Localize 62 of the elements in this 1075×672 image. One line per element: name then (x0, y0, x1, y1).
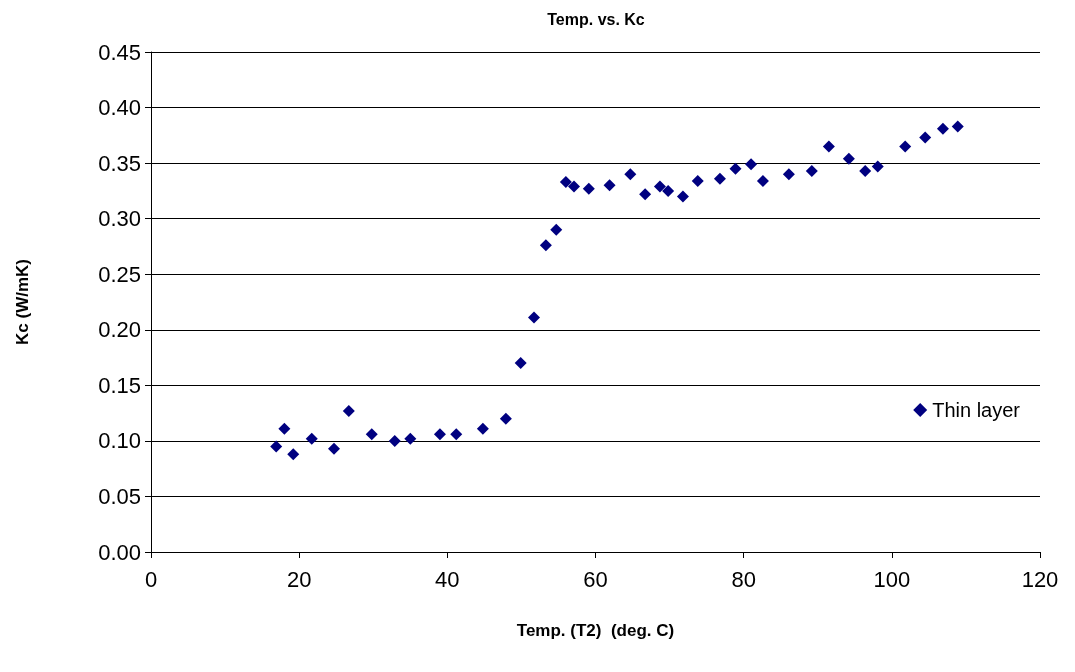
point (499, 412, 512, 425)
point (805, 164, 818, 177)
y-tick-label: 0.15 (98, 372, 141, 398)
y-tick-label: 0.25 (98, 261, 141, 287)
point (582, 182, 595, 195)
y-tick-label: 0.00 (98, 539, 141, 565)
x-tick-label: 60 (583, 566, 608, 592)
point (342, 404, 355, 417)
x-tick-label: 120 (1021, 566, 1059, 592)
point (278, 422, 291, 435)
point (691, 174, 704, 187)
point (782, 168, 795, 181)
point (568, 180, 581, 193)
y-tick-label: 0.10 (98, 428, 141, 454)
point (919, 131, 932, 144)
point (514, 357, 527, 370)
point (270, 440, 283, 453)
point (871, 160, 884, 173)
point (550, 223, 563, 236)
point (539, 239, 552, 252)
y-axis-title: Kc (W/mK) (13, 259, 32, 345)
point (936, 122, 949, 135)
x-tick-label: 100 (873, 566, 911, 592)
legend-label: Thin layer (932, 399, 1021, 421)
point (450, 428, 463, 441)
point (305, 432, 318, 445)
point (476, 422, 489, 435)
x-axis-title: Temp. (T2) (deg. C) (516, 621, 675, 640)
chart-title: Temp. vs. Kc (547, 10, 645, 28)
point (404, 432, 417, 445)
point (388, 434, 401, 447)
point (822, 140, 835, 153)
point (639, 188, 652, 201)
point (559, 176, 572, 188)
point (745, 158, 758, 171)
y-tick-label: 0.35 (98, 150, 141, 176)
point (653, 180, 666, 193)
y-tick-label: 0.30 (98, 206, 141, 232)
point (662, 184, 675, 197)
point (327, 442, 340, 455)
point (729, 162, 742, 175)
x-tick-label: 80 (731, 566, 756, 592)
point (287, 448, 300, 461)
point (713, 172, 726, 185)
point (676, 190, 689, 203)
point (859, 164, 872, 177)
point (899, 140, 912, 153)
point (756, 174, 769, 187)
point (433, 428, 446, 441)
y-tick-label: 0.40 (98, 95, 141, 121)
x-tick-label: 40 (435, 566, 460, 592)
point (951, 120, 964, 133)
x-tick-label: 0 (144, 566, 158, 592)
point (842, 152, 855, 165)
y-tick-label: 0.45 (98, 39, 141, 65)
y-tick-label: 0.20 (98, 317, 141, 343)
point (624, 168, 637, 181)
point (528, 311, 541, 324)
x-tick-label: 20 (286, 566, 312, 592)
y-tick-label: 0.05 (98, 483, 141, 509)
point (603, 179, 616, 192)
point (365, 428, 378, 441)
